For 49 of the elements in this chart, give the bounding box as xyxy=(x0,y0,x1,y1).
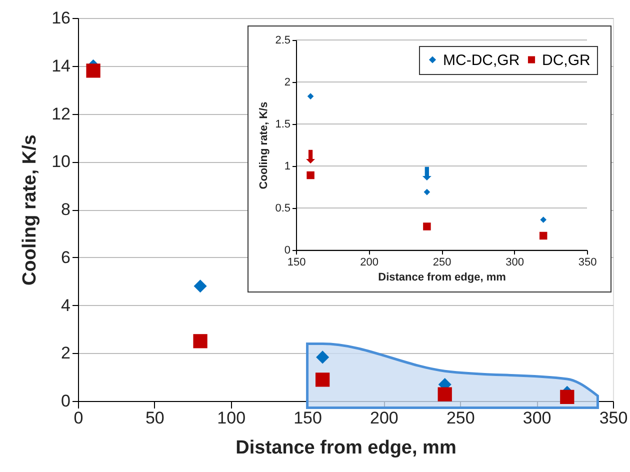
y-tick-label: 16 xyxy=(52,8,70,28)
x-tick-label: 300 xyxy=(522,408,552,428)
point xyxy=(194,280,207,293)
legend-label: MC-DC,GR xyxy=(443,52,520,69)
point xyxy=(193,334,208,348)
y-tick-label: 2.5 xyxy=(275,34,290,46)
x-tick-label: 50 xyxy=(145,408,164,428)
x-tick-label: 100 xyxy=(217,408,246,428)
x-tick-label: 150 xyxy=(287,256,306,268)
y-tick-label: 2 xyxy=(284,76,290,88)
x-tick-label: 0 xyxy=(74,408,84,428)
y-tick-label: 1 xyxy=(284,160,290,172)
x-tick-label: 200 xyxy=(370,408,398,428)
y-tick-label: 2 xyxy=(61,344,70,363)
point xyxy=(438,387,452,402)
point xyxy=(423,222,431,230)
y-tick-label: 0.5 xyxy=(275,202,290,214)
point xyxy=(316,372,330,387)
y-axis-title: Cooling rate, K/s xyxy=(258,102,270,190)
legend-label: DC,GR xyxy=(542,52,590,69)
point xyxy=(540,216,547,223)
x-tick-label: 300 xyxy=(506,256,524,268)
y-tick-label: 10 xyxy=(52,152,70,172)
y-tick-label: 0 xyxy=(61,392,70,410)
y-tick-label: 8 xyxy=(61,200,70,219)
point xyxy=(560,390,574,404)
annotation: ⬇ xyxy=(303,147,318,168)
y-tick-label: 12 xyxy=(52,104,70,124)
x-axis-title: Distance from edge, mm xyxy=(378,272,506,284)
point xyxy=(316,350,330,364)
x-tick-label: 200 xyxy=(360,256,378,268)
y-tick-label: 0 xyxy=(284,244,290,256)
y-tick-label: 14 xyxy=(52,56,70,76)
annotation: ⬇ xyxy=(419,164,434,186)
y-axis-title: Cooling rate, K/s xyxy=(20,134,41,286)
point xyxy=(306,171,314,180)
x-tick-label: 350 xyxy=(599,408,628,428)
point xyxy=(424,188,430,196)
x-tick-label: 250 xyxy=(432,256,452,268)
point xyxy=(307,93,314,100)
point xyxy=(539,232,548,240)
point xyxy=(86,64,100,78)
y-tick-label: 1.5 xyxy=(275,118,290,130)
x-axis-title: Distance from edge, mm xyxy=(236,438,456,458)
y-tick-label: 6 xyxy=(61,248,70,267)
x-tick-label: 250 xyxy=(446,408,475,428)
x-tick-label: 150 xyxy=(294,408,322,428)
x-tick-label: 350 xyxy=(578,256,597,268)
y-tick-label: 4 xyxy=(61,296,70,315)
